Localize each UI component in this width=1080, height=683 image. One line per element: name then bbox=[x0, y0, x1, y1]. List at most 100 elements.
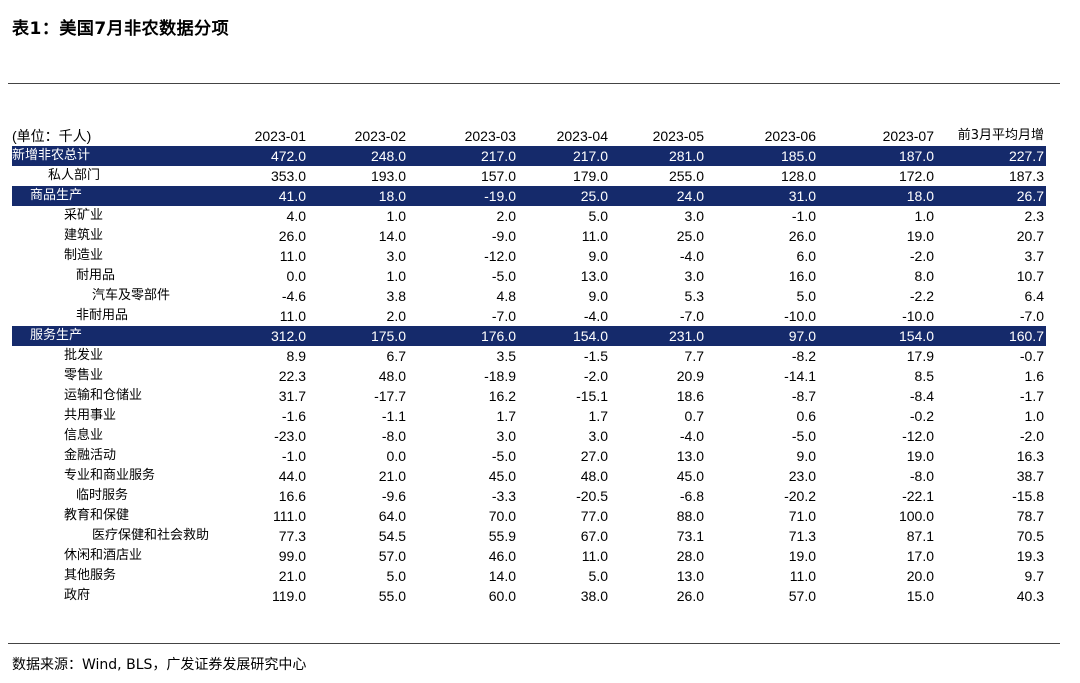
row-label: 采矿业 bbox=[64, 208, 104, 223]
table-cell: -15.1 bbox=[576, 388, 608, 404]
table-cell: 8.9 bbox=[286, 348, 306, 364]
table-cell: 71.0 bbox=[788, 508, 816, 524]
table-cell: 227.7 bbox=[936, 146, 1046, 166]
table-cell: 11.0 bbox=[789, 568, 816, 584]
table-cell: -18.9 bbox=[484, 368, 516, 384]
table-cell: -8.2 bbox=[791, 348, 816, 364]
table-cell: 77.0 bbox=[580, 508, 608, 524]
table-row: 其他服务 21.0 5.0 14.0 5.0 13.0 11.0 20.0 9.7 bbox=[12, 566, 1046, 586]
table-cell: -9.6 bbox=[381, 488, 406, 504]
table-cell: 160.7 bbox=[936, 326, 1046, 346]
table-cell: 31.7 bbox=[278, 388, 306, 404]
table-cell: 0.6 bbox=[796, 408, 816, 424]
table-row: 商品生产 41.0 18.0 -19.0 25.0 24.0 31.0 18.0 26.7 bbox=[12, 186, 1046, 206]
table-cell: 38.7 bbox=[1016, 468, 1044, 484]
table-cell: 217.0 bbox=[408, 146, 518, 166]
table-cell: 5.0 bbox=[796, 288, 816, 304]
table-cell: 1.0 bbox=[386, 268, 406, 284]
table-cell: 15.0 bbox=[906, 588, 934, 604]
table-cell: -20.2 bbox=[784, 488, 816, 504]
table-cell: 20.9 bbox=[676, 368, 704, 384]
table-cell: 353.0 bbox=[270, 168, 306, 184]
column-header: 2023-05 bbox=[652, 128, 704, 144]
table-row: 非耐用品 11.0 2.0 -7.0 -4.0 -7.0 -10.0 -10.0 -7.0 bbox=[12, 306, 1046, 326]
row-label: 批发业 bbox=[64, 348, 104, 363]
table-cell: -2.0 bbox=[583, 368, 608, 384]
table-cell: -3.3 bbox=[491, 488, 516, 504]
table-cell: 176.0 bbox=[408, 326, 518, 346]
table-cell: 26.0 bbox=[788, 228, 816, 244]
table-cell: -12.0 bbox=[484, 248, 516, 264]
table-cell: 11.0 bbox=[581, 228, 608, 244]
table-cell: 18.0 bbox=[818, 186, 936, 206]
table-cell: 6.7 bbox=[386, 348, 406, 364]
table-cell: 20.7 bbox=[1016, 228, 1044, 244]
table-cell: -1.6 bbox=[281, 408, 306, 424]
table-cell: 21.0 bbox=[278, 568, 306, 584]
table-cell: 48.0 bbox=[580, 468, 608, 484]
table-cell: 3.0 bbox=[496, 428, 516, 444]
table-cell: 3.0 bbox=[588, 428, 608, 444]
table-cell: 281.0 bbox=[610, 146, 706, 166]
row-label: 金融活动 bbox=[64, 448, 117, 463]
table-row: 医疗保健和社会救助 77.3 54.5 55.9 67.0 73.1 71.3 87.1 70.… bbox=[12, 526, 1046, 546]
table-row: 建筑业 26.0 14.0 -9.0 11.0 25.0 26.0 19.0 20.7 bbox=[12, 226, 1046, 246]
table-cell: 193.0 bbox=[370, 168, 406, 184]
table-cell: -9.0 bbox=[491, 228, 516, 244]
table-row: 汽车及零部件 -4.6 3.8 4.8 9.0 5.3 5.0 -2.2 6.4 bbox=[12, 286, 1046, 306]
column-header: 2023-06 bbox=[764, 128, 816, 144]
table-cell: 187.0 bbox=[818, 146, 936, 166]
table-cell: 128.0 bbox=[780, 168, 816, 184]
table-cell: -8.4 bbox=[909, 388, 934, 404]
row-label: 政府 bbox=[64, 588, 91, 603]
table-cell: 14.0 bbox=[378, 228, 406, 244]
table-cell: -12.0 bbox=[902, 428, 934, 444]
table-cell: 48.0 bbox=[378, 368, 406, 384]
row-label: 运输和仓储业 bbox=[64, 388, 143, 403]
table-cell: 22.3 bbox=[278, 368, 306, 384]
table-cell: 5.0 bbox=[386, 568, 406, 584]
table-cell: 54.5 bbox=[378, 528, 406, 544]
table-cell: 1.0 bbox=[386, 208, 406, 224]
table-cell: 16.6 bbox=[278, 488, 306, 504]
row-label: 耐用品 bbox=[76, 268, 116, 283]
table-cell: 255.0 bbox=[668, 168, 704, 184]
table-cell: 16.2 bbox=[488, 388, 516, 404]
row-label: 专业和商业服务 bbox=[64, 468, 156, 483]
unit-label: (单位：千人) bbox=[12, 128, 92, 144]
table-cell: -2.0 bbox=[1019, 428, 1044, 444]
table-cell: 87.1 bbox=[906, 528, 934, 544]
table-cell: 19.3 bbox=[1016, 548, 1044, 564]
table-cell: 6.4 bbox=[1024, 288, 1044, 304]
table-cell: 11.0 bbox=[581, 548, 608, 564]
table-cell: -1.1 bbox=[381, 408, 406, 424]
table-cell: -4.0 bbox=[583, 308, 608, 324]
table-row: 临时服务 16.6 -9.6 -3.3 -20.5 -6.8 -20.2 -22.1 -15.8 bbox=[12, 486, 1046, 506]
table-cell: -1.0 bbox=[281, 448, 306, 464]
table-cell: 472.0 bbox=[212, 146, 308, 166]
table-cell: 25.0 bbox=[518, 186, 610, 206]
table-cell: 78.7 bbox=[1016, 508, 1044, 524]
source-note: 数据来源：Wind, BLS，广发证券发展研究中心 bbox=[12, 657, 307, 673]
table-cell: -23.0 bbox=[274, 428, 306, 444]
table-cell: 26.0 bbox=[676, 588, 704, 604]
row-label: 其他服务 bbox=[64, 568, 117, 583]
row-label: 非耐用品 bbox=[76, 308, 129, 323]
table-cell: 45.0 bbox=[488, 468, 516, 484]
column-header: 2023-07 bbox=[882, 128, 934, 144]
table-cell: 41.0 bbox=[212, 186, 308, 206]
table-cell: 19.0 bbox=[906, 228, 934, 244]
table-cell: 1.0 bbox=[1024, 408, 1044, 424]
table-cell: 3.0 bbox=[386, 248, 406, 264]
table-cell: 0.7 bbox=[684, 408, 704, 424]
table-cell: 179.0 bbox=[572, 168, 608, 184]
table-cell: 1.7 bbox=[588, 408, 608, 424]
table-cell: 13.0 bbox=[580, 268, 608, 284]
table-cell: 57.0 bbox=[378, 548, 406, 564]
row-label: 教育和保健 bbox=[64, 508, 130, 523]
table-cell: 99.0 bbox=[278, 548, 306, 564]
table-cell: 3.5 bbox=[496, 348, 516, 364]
table-cell: 45.0 bbox=[676, 468, 704, 484]
table-cell: -2.2 bbox=[909, 288, 934, 304]
table-cell: 154.0 bbox=[818, 326, 936, 346]
